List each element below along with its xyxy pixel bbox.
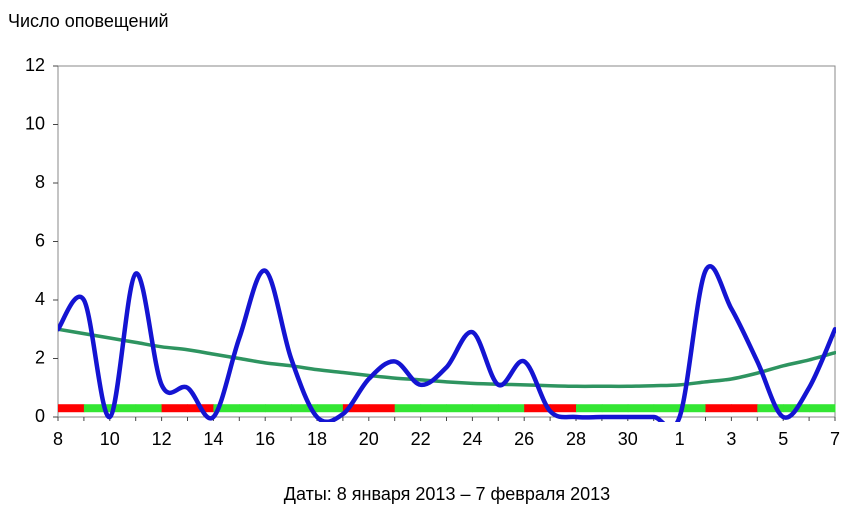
- band-segment: [394, 404, 422, 413]
- x-tick-label: 20: [359, 429, 379, 449]
- band-segment: [550, 404, 577, 413]
- y-tick-label: 4: [35, 289, 45, 309]
- x-tick-label: 18: [307, 429, 327, 449]
- y-tick-label: 6: [35, 230, 45, 250]
- x-tick-label: 10: [100, 429, 120, 449]
- band-segment: [135, 404, 163, 413]
- band-segment: [265, 404, 292, 413]
- x-tick-label: 16: [255, 429, 275, 449]
- band-segment: [576, 404, 603, 413]
- x-tick-label: 7: [830, 429, 840, 449]
- band-segment: [213, 404, 240, 413]
- band-segment: [705, 404, 732, 413]
- band-segment: [731, 404, 758, 413]
- x-tick-label: 8: [53, 429, 63, 449]
- band-segment: [627, 404, 655, 413]
- x-tick-label: 28: [566, 429, 586, 449]
- series-line: [58, 327, 836, 389]
- x-tick-label: 14: [203, 429, 223, 449]
- band-segment: [809, 404, 836, 413]
- band-segment: [420, 404, 447, 413]
- x-tick-label: 30: [618, 429, 638, 449]
- y-tick-label: 8: [35, 172, 45, 192]
- x-tick-label: 24: [462, 429, 482, 449]
- band-segment: [317, 404, 344, 413]
- band-segment: [524, 404, 551, 413]
- y-axis-label: Число оповещений: [8, 11, 169, 31]
- band-segment: [679, 404, 706, 413]
- band-segment: [342, 404, 370, 413]
- band-segment: [498, 404, 525, 413]
- x-tick-label: 12: [152, 429, 172, 449]
- band-segment: [161, 404, 188, 413]
- band-segment: [109, 404, 137, 413]
- band-segment: [368, 404, 396, 413]
- band-segment: [58, 404, 85, 413]
- band-segment: [653, 404, 681, 413]
- x-tick-label: 3: [726, 429, 736, 449]
- y-tick-label: 10: [25, 113, 45, 133]
- plot: [58, 264, 836, 422]
- y-tick-label: 0: [35, 406, 45, 426]
- band-segment: [472, 404, 499, 413]
- band-segment: [446, 404, 473, 413]
- band-segment: [83, 404, 111, 413]
- y-tick-label: 2: [35, 347, 45, 367]
- x-tick-label: 1: [675, 429, 685, 449]
- x-axis-label: Даты: 8 января 2013 – 7 февраля 2013: [284, 484, 610, 504]
- series-line: [58, 264, 836, 422]
- x-tick-label: 22: [411, 429, 431, 449]
- band-segment: [757, 404, 784, 413]
- x-tick-label: 5: [778, 429, 788, 449]
- band-segment: [291, 404, 318, 413]
- band-segment: [601, 404, 629, 413]
- y-tick-label: 12: [25, 55, 45, 75]
- x-tick-label: 26: [514, 429, 534, 449]
- band-segment: [239, 404, 266, 413]
